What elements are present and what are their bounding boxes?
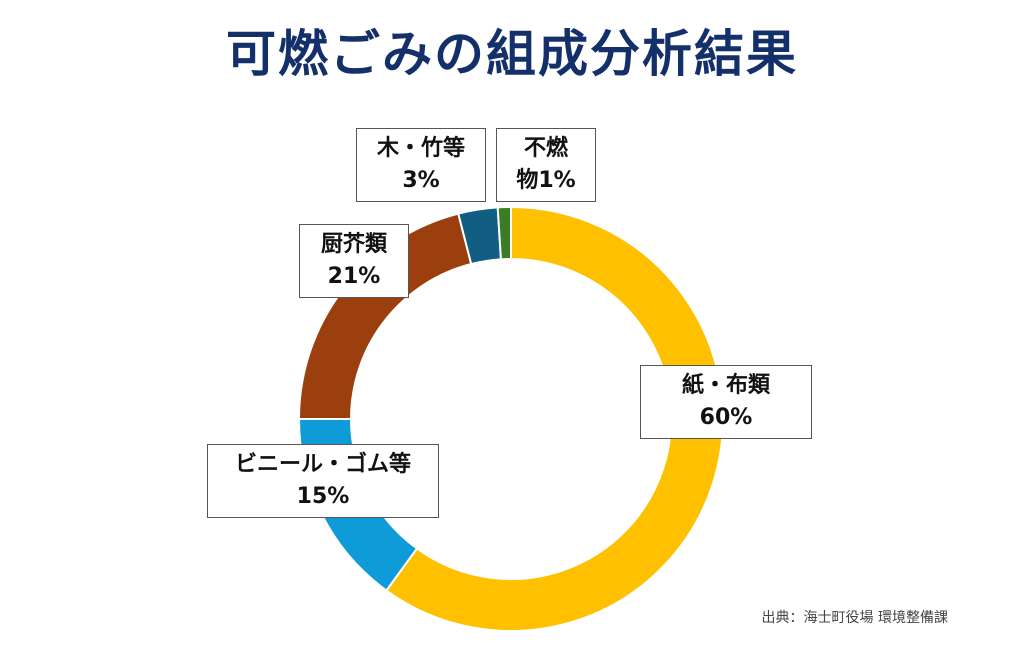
data-label-value: 60% [699, 405, 753, 430]
data-label-non-combustible: 不燃 物1% [496, 128, 596, 202]
chart-title: 可燃ごみの組成分析結果 [226, 25, 798, 83]
data-label-kitchen-waste: 厨芥類 21% [299, 224, 409, 298]
data-label-paper-cloth: 紙・布類 60% [640, 365, 812, 439]
data-label-name: 不燃 [523, 136, 568, 161]
data-label-name: 木・竹等 [376, 136, 465, 161]
data-label-value: 物1% [516, 168, 576, 193]
source-note: 出典：海士町役場 環境整備課 [761, 610, 948, 626]
data-label-vinyl-rubber: ビニール・ゴム等 15% [207, 444, 439, 518]
data-label-value: 15% [296, 484, 350, 509]
data-label-name: 紙・布類 [681, 373, 770, 398]
slice-non-combustible [496, 205, 512, 261]
data-label-name: ビニール・ゴム等 [234, 452, 411, 477]
data-label-wood-bamboo: 木・竹等 3% [356, 128, 486, 202]
data-label-name: 厨芥類 [320, 232, 387, 257]
data-label-value: 3% [402, 168, 440, 193]
data-label-value: 21% [327, 264, 381, 289]
